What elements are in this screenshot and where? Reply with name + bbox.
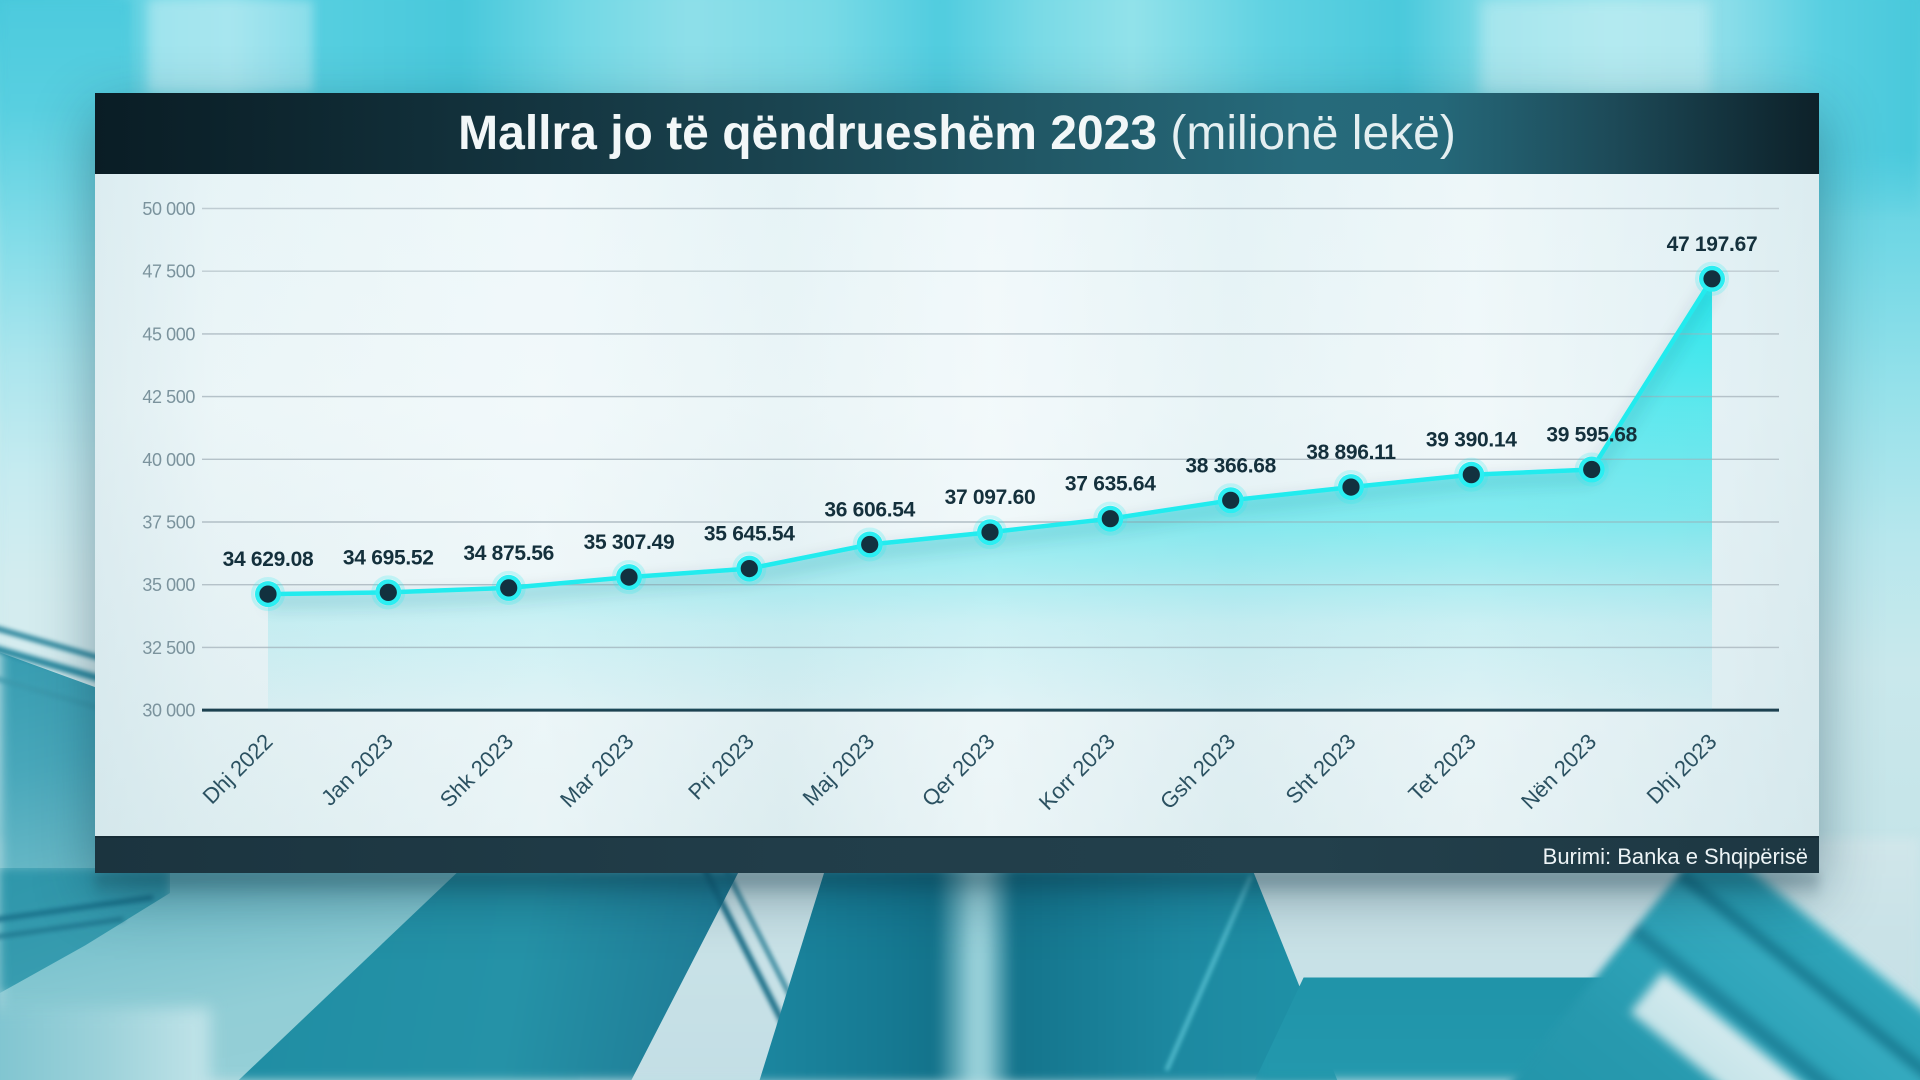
svg-text:Dhj 2023: Dhj 2023 [1642, 729, 1722, 809]
svg-text:37 500: 37 500 [142, 513, 195, 533]
svg-text:34 875.56: 34 875.56 [463, 542, 554, 565]
svg-text:Sht 2023: Sht 2023 [1281, 729, 1361, 809]
svg-text:Nën 2023: Nën 2023 [1516, 729, 1601, 814]
svg-text:39 595.68: 39 595.68 [1546, 424, 1637, 447]
svg-text:47 197.67: 47 197.67 [1667, 233, 1758, 256]
svg-text:Qer 2023: Qer 2023 [917, 729, 1000, 812]
svg-text:50 000: 50 000 [142, 199, 195, 219]
svg-text:39 390.14: 39 390.14 [1426, 429, 1517, 452]
svg-text:35 000: 35 000 [142, 575, 195, 595]
svg-text:47 500: 47 500 [142, 262, 195, 282]
svg-text:Mar 2023: Mar 2023 [555, 729, 638, 812]
svg-text:38 896.11: 38 896.11 [1306, 441, 1396, 464]
svg-text:32 500: 32 500 [142, 638, 195, 658]
svg-text:45 000: 45 000 [142, 324, 195, 344]
svg-text:Tet 2023: Tet 2023 [1403, 729, 1480, 806]
svg-text:34 629.08: 34 629.08 [223, 548, 314, 571]
svg-text:37 097.60: 37 097.60 [945, 486, 1036, 509]
svg-text:36 606.54: 36 606.54 [824, 499, 915, 522]
svg-text:34 695.52: 34 695.52 [343, 546, 434, 569]
svg-text:Maj 2023: Maj 2023 [798, 729, 880, 811]
svg-text:Dhj 2022: Dhj 2022 [198, 729, 278, 809]
svg-text:Jan 2023: Jan 2023 [316, 729, 398, 811]
svg-text:Korr 2023: Korr 2023 [1034, 729, 1120, 815]
svg-text:Shk 2023: Shk 2023 [435, 729, 518, 812]
svg-text:40 000: 40 000 [142, 450, 195, 470]
svg-text:Gsh 2023: Gsh 2023 [1155, 729, 1240, 814]
svg-text:38 366.68: 38 366.68 [1185, 454, 1276, 477]
svg-text:35 645.54: 35 645.54 [704, 523, 795, 546]
svg-text:30 000: 30 000 [142, 701, 195, 721]
svg-text:42 500: 42 500 [142, 387, 195, 407]
svg-text:35 307.49: 35 307.49 [584, 531, 675, 554]
svg-text:Pri 2023: Pri 2023 [683, 729, 759, 805]
svg-text:37 635.64: 37 635.64 [1065, 473, 1156, 496]
